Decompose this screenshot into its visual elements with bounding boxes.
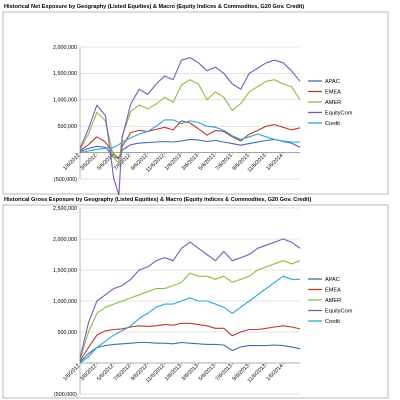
chart0-legend-label-equitycom: EquityCom xyxy=(325,111,353,117)
net-exposure-chart-title: Historical Net Exposure by Geography (Li… xyxy=(4,4,305,10)
chart1-y-tick-label: - xyxy=(75,361,77,367)
net-exposure-chart: (500,000) - 500,000 1,000,000 1,500,000 2,000… xyxy=(2,11,389,196)
chart1-legend-label-emea: EMEA xyxy=(325,288,341,294)
chart1-legend-label-amer: AMER xyxy=(325,298,341,304)
chart1-legend-label-credit: Credit xyxy=(325,319,340,325)
chart0-y-tick-label: 500,000 xyxy=(58,124,78,130)
chart1-y-tick-label: 500,000 xyxy=(58,330,78,336)
chart1-y-tick-label: 2,000,000 xyxy=(53,237,77,243)
chart0-legend-label-emea: EMEA xyxy=(325,90,341,96)
chart0-y-tick-label: 2,000,000 xyxy=(53,45,77,51)
gross-exposure-chart: (500,000) - 500,000 1,000,000 1,500,000 2,000… xyxy=(2,204,389,399)
chart1-frame xyxy=(2,204,389,399)
chart0-series-apac-line xyxy=(79,138,301,160)
chart1-y-tick-label: 2,500,000 xyxy=(53,206,77,212)
chart1-y-tick-label: (500,000) xyxy=(54,392,77,398)
chart1-series-emea-line xyxy=(79,322,301,361)
chart0-legend-label-amer: AMER xyxy=(325,100,341,106)
chart1-legend-label-equitycom: EquityCom xyxy=(325,309,353,315)
chart0-y-tick-label: 1,000,000 xyxy=(53,98,77,104)
chart1-series-credit-line xyxy=(79,275,300,364)
chart0-legend-label-apac: APAC xyxy=(325,79,340,85)
chart0-series-equitycom-line xyxy=(79,57,301,196)
chart1-series-equitycom-line xyxy=(79,238,301,359)
chart1-y-tick-label: 1,500,000 xyxy=(53,268,77,274)
chart0-legend-label-credit: Credit xyxy=(325,121,340,127)
chart1-series-amer-line xyxy=(79,260,301,360)
chart0-series-amer-line xyxy=(79,79,301,164)
chart0-y-tick-label: - xyxy=(75,150,77,156)
chart1-y-tick-label: 1,000,000 xyxy=(53,299,77,305)
gross-exposure-chart-title: Historical Gross Exposure by Geography (… xyxy=(4,197,312,203)
chart1-legend-label-apac: APAC xyxy=(325,277,340,283)
chart0-series-credit-line xyxy=(79,119,300,154)
chart0-y-tick-label: 1,500,000 xyxy=(53,71,77,77)
chart0-y-tick-label: (500,000) xyxy=(54,177,77,183)
chart1-series-apac-line xyxy=(79,341,301,363)
chart0-frame xyxy=(2,11,389,195)
